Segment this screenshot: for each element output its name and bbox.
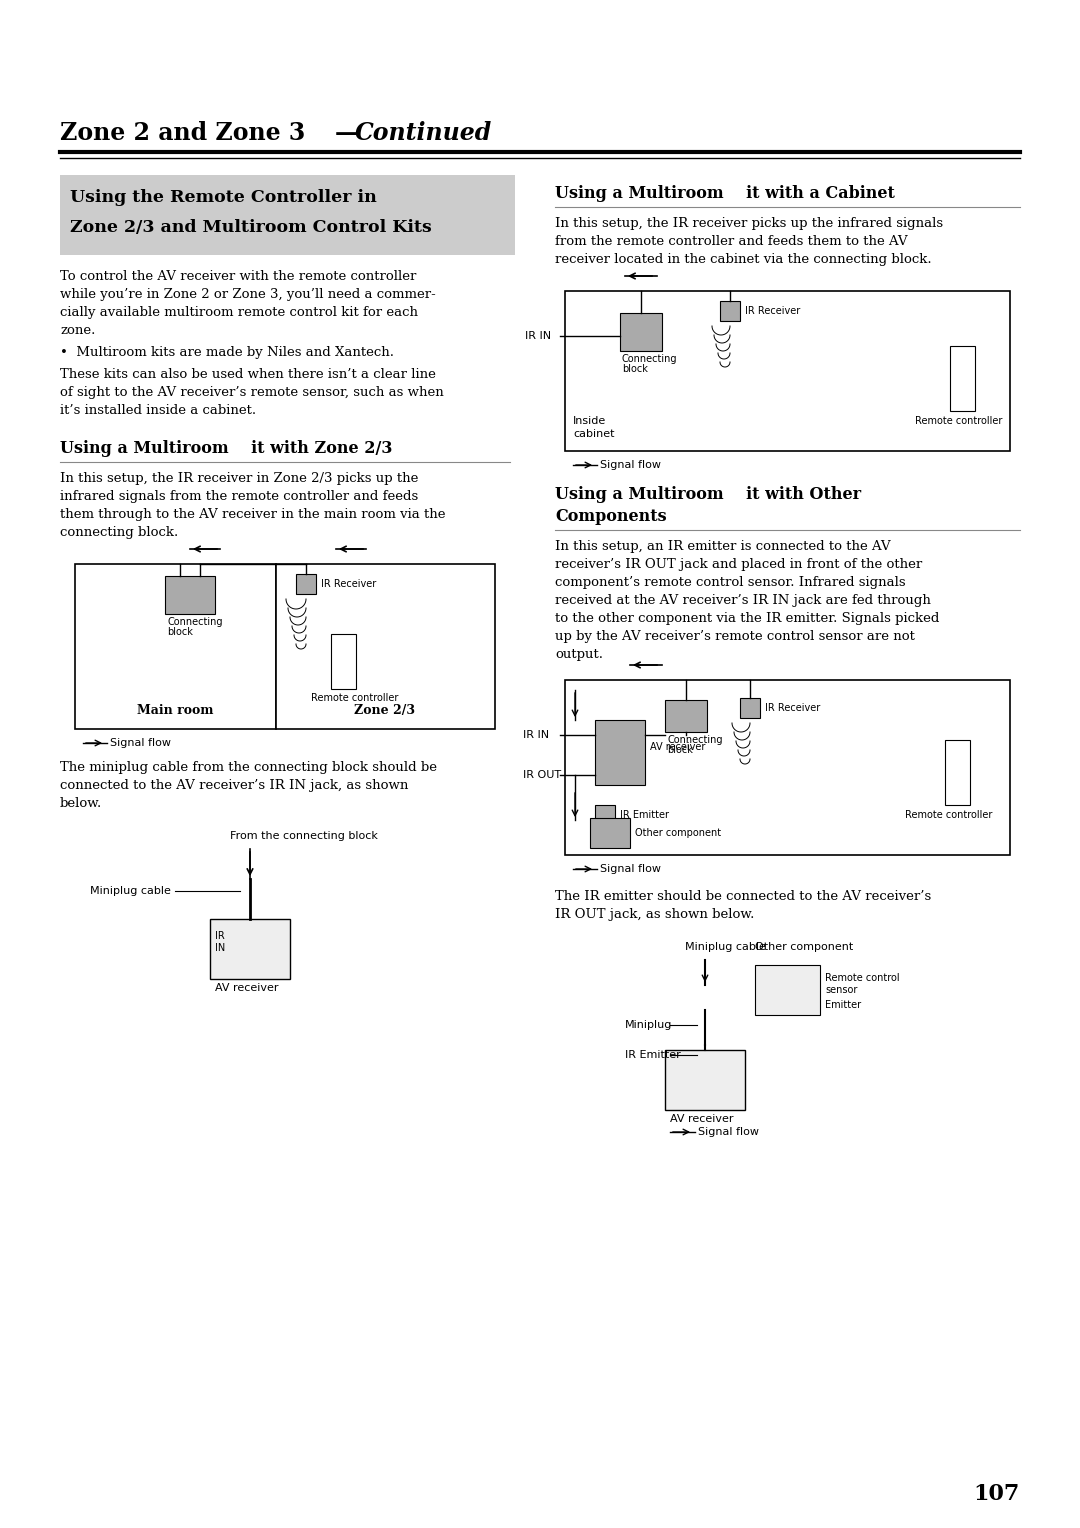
Text: IR IN: IR IN [523, 730, 549, 740]
Text: zone.: zone. [60, 324, 95, 338]
Bar [950, 345, 975, 411]
Text: Remote control: Remote control [825, 973, 900, 983]
Text: Continued: Continued [355, 121, 492, 145]
Bar [565, 680, 1010, 856]
Text: Miniplug cable: Miniplug cable [90, 886, 171, 895]
Text: IR Receiver: IR Receiver [745, 306, 800, 316]
Text: up by the AV receiver’s remote control sensor are not: up by the AV receiver’s remote control s… [555, 630, 915, 643]
Text: connected to the AV receiver’s IR IN jack, as shown: connected to the AV receiver’s IR IN jac… [60, 779, 408, 792]
Text: AV receiver: AV receiver [670, 1114, 733, 1125]
Bar [210, 918, 291, 979]
Text: Emitter: Emitter [825, 999, 861, 1010]
Text: receiver’s IR OUT jack and placed in front of the other: receiver’s IR OUT jack and placed in fro… [555, 558, 922, 571]
Text: them through to the AV receiver in the main room via the: them through to the AV receiver in the m… [60, 507, 446, 521]
Bar [665, 1050, 745, 1109]
Bar [75, 564, 276, 729]
Text: sensor: sensor [825, 986, 858, 995]
Text: These kits can also be used when there isn’t a clear line: These kits can also be used when there i… [60, 368, 436, 380]
Text: IR Emitter: IR Emitter [620, 810, 669, 821]
Bar [665, 700, 707, 732]
Text: Using a Multiroom    it with Other: Using a Multiroom it with Other [555, 486, 861, 503]
Text: Main room: Main room [137, 704, 213, 717]
Text: IR OUT jack, as shown below.: IR OUT jack, as shown below. [555, 908, 754, 921]
Text: Miniplug: Miniplug [625, 1021, 673, 1030]
Bar [620, 313, 662, 351]
Text: Using a Multiroom    it with Zone 2/3: Using a Multiroom it with Zone 2/3 [60, 440, 392, 457]
Text: The miniplug cable from the connecting block should be: The miniplug cable from the connecting b… [60, 761, 437, 775]
Text: block: block [667, 746, 693, 755]
Bar [595, 720, 645, 785]
Bar [60, 176, 515, 255]
Text: Connecting: Connecting [622, 354, 677, 364]
Text: Zone 2/3 and Multiroom Control Kits: Zone 2/3 and Multiroom Control Kits [70, 219, 432, 235]
Text: block: block [167, 626, 193, 637]
Text: IR IN: IR IN [525, 332, 551, 341]
Bar [165, 576, 215, 614]
Text: cially available multiroom remote control kit for each: cially available multiroom remote contro… [60, 306, 418, 319]
Text: IN: IN [215, 943, 226, 953]
Text: to the other component via the IR emitter. Signals picked: to the other component via the IR emitte… [555, 613, 940, 625]
Bar [296, 575, 316, 594]
Text: Signal flow: Signal flow [698, 1128, 759, 1137]
Text: output.: output. [555, 648, 603, 662]
Text: AV receiver: AV receiver [650, 743, 705, 752]
Text: block: block [622, 364, 648, 374]
Text: infrared signals from the remote controller and feeds: infrared signals from the remote control… [60, 490, 418, 503]
Bar [740, 698, 760, 718]
Text: from the remote controller and feeds them to the AV: from the remote controller and feeds the… [555, 235, 907, 248]
Bar [565, 290, 1010, 451]
Bar [945, 740, 970, 805]
Text: component’s remote control sensor. Infrared signals: component’s remote control sensor. Infra… [555, 576, 906, 588]
Text: Signal flow: Signal flow [600, 863, 661, 874]
Text: below.: below. [60, 798, 103, 810]
Text: Other component: Other component [635, 828, 721, 837]
Text: From the connecting block: From the connecting block [230, 831, 378, 840]
Text: Components: Components [555, 507, 666, 526]
Text: IR Receiver: IR Receiver [765, 703, 820, 714]
Text: AV receiver: AV receiver [215, 983, 279, 993]
Text: Signal flow: Signal flow [110, 738, 171, 749]
Text: Remote controller: Remote controller [311, 694, 399, 703]
Bar [755, 966, 820, 1015]
Text: IR: IR [215, 931, 225, 941]
Text: receiver located in the cabinet via the connecting block.: receiver located in the cabinet via the … [555, 254, 932, 266]
Text: 107: 107 [974, 1484, 1020, 1505]
Text: while you’re in Zone 2 or Zone 3, you’ll need a commer-: while you’re in Zone 2 or Zone 3, you’ll… [60, 287, 435, 301]
Text: The IR emitter should be connected to the AV receiver’s: The IR emitter should be connected to th… [555, 889, 931, 903]
Text: Connecting: Connecting [167, 617, 222, 626]
Text: In this setup, the IR receiver in Zone 2/3 picks up the: In this setup, the IR receiver in Zone 2… [60, 472, 418, 484]
Text: IR OUT: IR OUT [523, 770, 562, 779]
Text: Other component: Other component [755, 941, 853, 952]
Text: IR Receiver: IR Receiver [321, 579, 376, 588]
Bar [276, 564, 495, 729]
Text: In this setup, the IR receiver picks up the infrared signals: In this setup, the IR receiver picks up … [555, 217, 943, 231]
Text: IR Emitter: IR Emitter [625, 1050, 680, 1060]
Text: connecting block.: connecting block. [60, 526, 178, 539]
Text: Connecting: Connecting [667, 735, 723, 746]
Text: To control the AV receiver with the remote controller: To control the AV receiver with the remo… [60, 270, 417, 283]
Text: received at the AV receiver’s IR IN jack are fed through: received at the AV receiver’s IR IN jack… [555, 594, 931, 607]
Text: Miniplug cable: Miniplug cable [685, 941, 766, 952]
Text: Inside: Inside [573, 416, 606, 426]
Text: •  Multiroom kits are made by Niles and Xantech.: • Multiroom kits are made by Niles and X… [60, 345, 394, 359]
Bar [330, 634, 356, 689]
Text: it’s installed inside a cabinet.: it’s installed inside a cabinet. [60, 403, 256, 417]
Text: of sight to the AV receiver’s remote sensor, such as when: of sight to the AV receiver’s remote sen… [60, 387, 444, 399]
Bar [590, 817, 630, 848]
Text: Remote controller: Remote controller [905, 810, 993, 821]
Text: cabinet: cabinet [573, 429, 615, 439]
Text: Using the Remote Controller in: Using the Remote Controller in [70, 189, 377, 206]
Text: Using a Multiroom    it with a Cabinet: Using a Multiroom it with a Cabinet [555, 185, 895, 202]
Text: In this setup, an IR emitter is connected to the AV: In this setup, an IR emitter is connecte… [555, 539, 891, 553]
Text: Zone 2 and Zone 3: Zone 2 and Zone 3 [60, 121, 306, 145]
Text: Signal flow: Signal flow [600, 460, 661, 471]
Bar [595, 805, 615, 825]
Bar [720, 301, 740, 321]
Text: Remote controller: Remote controller [915, 416, 1002, 426]
Text: —: — [335, 121, 359, 145]
Text: Zone 2/3: Zone 2/3 [354, 704, 416, 717]
